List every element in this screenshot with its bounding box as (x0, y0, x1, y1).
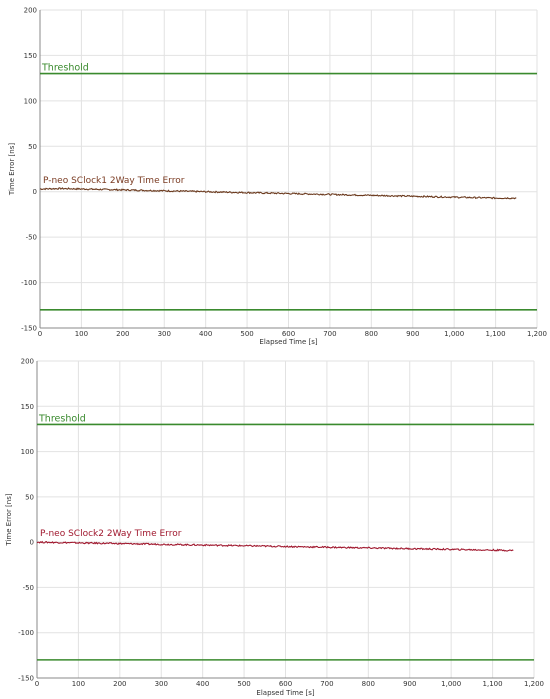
y-tick-label: 100 (24, 97, 37, 105)
chart-top: 0 100 200 300 400 500 600 700 800 900 1,000 1,100 1,… (8, 7, 547, 347)
y-tick-label: 200 (24, 7, 37, 15)
y-tick-label: -50 (23, 584, 34, 592)
x-tick-label: 400 (199, 330, 212, 338)
x-tick-label: 700 (323, 330, 336, 338)
y-tick-label: -50 (26, 234, 37, 242)
y-tick-label: 200 (21, 358, 34, 366)
x-tick-label: 700 (320, 680, 333, 688)
x-tick-label: 200 (113, 680, 126, 688)
x-axis-label: Elapsed Time [s] (259, 338, 317, 346)
series-line (36, 540, 514, 552)
y-axis-label: Time Error [ns] (8, 143, 16, 196)
y-tick-label: -100 (21, 279, 37, 287)
threshold-label: Threshold (38, 413, 86, 424)
threshold-label: Threshold (41, 63, 89, 74)
x-tick-label: 1,100 (483, 680, 503, 688)
x-tick-label: 300 (155, 680, 168, 688)
x-tick-label: 1,000 (441, 680, 461, 688)
series-label: P-neo SClock1 2Way Time Error (43, 176, 185, 186)
x-tick-label: 0 (38, 330, 42, 338)
x-tick-label: 0 (35, 680, 39, 688)
x-tick-label: 100 (72, 680, 85, 688)
y-tick-label: 150 (24, 52, 37, 60)
x-tick-label: 1,200 (527, 330, 547, 338)
x-tick-label: 500 (240, 330, 253, 338)
y-tick-label: -150 (18, 675, 34, 683)
x-tick-label: 300 (158, 330, 171, 338)
x-tick-label: 900 (403, 680, 416, 688)
x-tick-label: 1,200 (524, 680, 544, 688)
series-line (39, 187, 517, 200)
x-axis-label: Elapsed Time [s] (256, 689, 314, 697)
x-tick-label: 800 (365, 330, 378, 338)
y-axis-label: Time Error [ns] (5, 493, 13, 546)
x-tick-label: 500 (237, 680, 250, 688)
y-tick-label: 150 (21, 403, 34, 411)
x-tick-label: 800 (362, 680, 375, 688)
x-tick-label: 1,100 (486, 330, 506, 338)
y-tick-label: -150 (21, 325, 37, 333)
y-tick-label: 100 (21, 448, 34, 456)
y-tick-label: 0 (30, 539, 34, 547)
y-tick-label: 0 (33, 188, 37, 196)
x-tick-label: 400 (196, 680, 209, 688)
y-tick-label: -100 (18, 629, 34, 637)
series-label: P-neo SClock2 2Way Time Error (40, 529, 182, 539)
x-tick-label: 900 (406, 330, 419, 338)
chart-bottom: 0 100 200 300 400 500 600 700 800 900 1,000 1,100 1,… (5, 358, 544, 698)
x-tick-label: 200 (116, 330, 129, 338)
x-tick-label: 600 (279, 680, 292, 688)
y-tick-label: 50 (28, 143, 37, 151)
y-tick-label: 50 (25, 493, 34, 501)
x-tick-label: 100 (75, 330, 88, 338)
x-tick-label: 1,000 (444, 330, 464, 338)
x-tick-label: 600 (282, 330, 295, 338)
